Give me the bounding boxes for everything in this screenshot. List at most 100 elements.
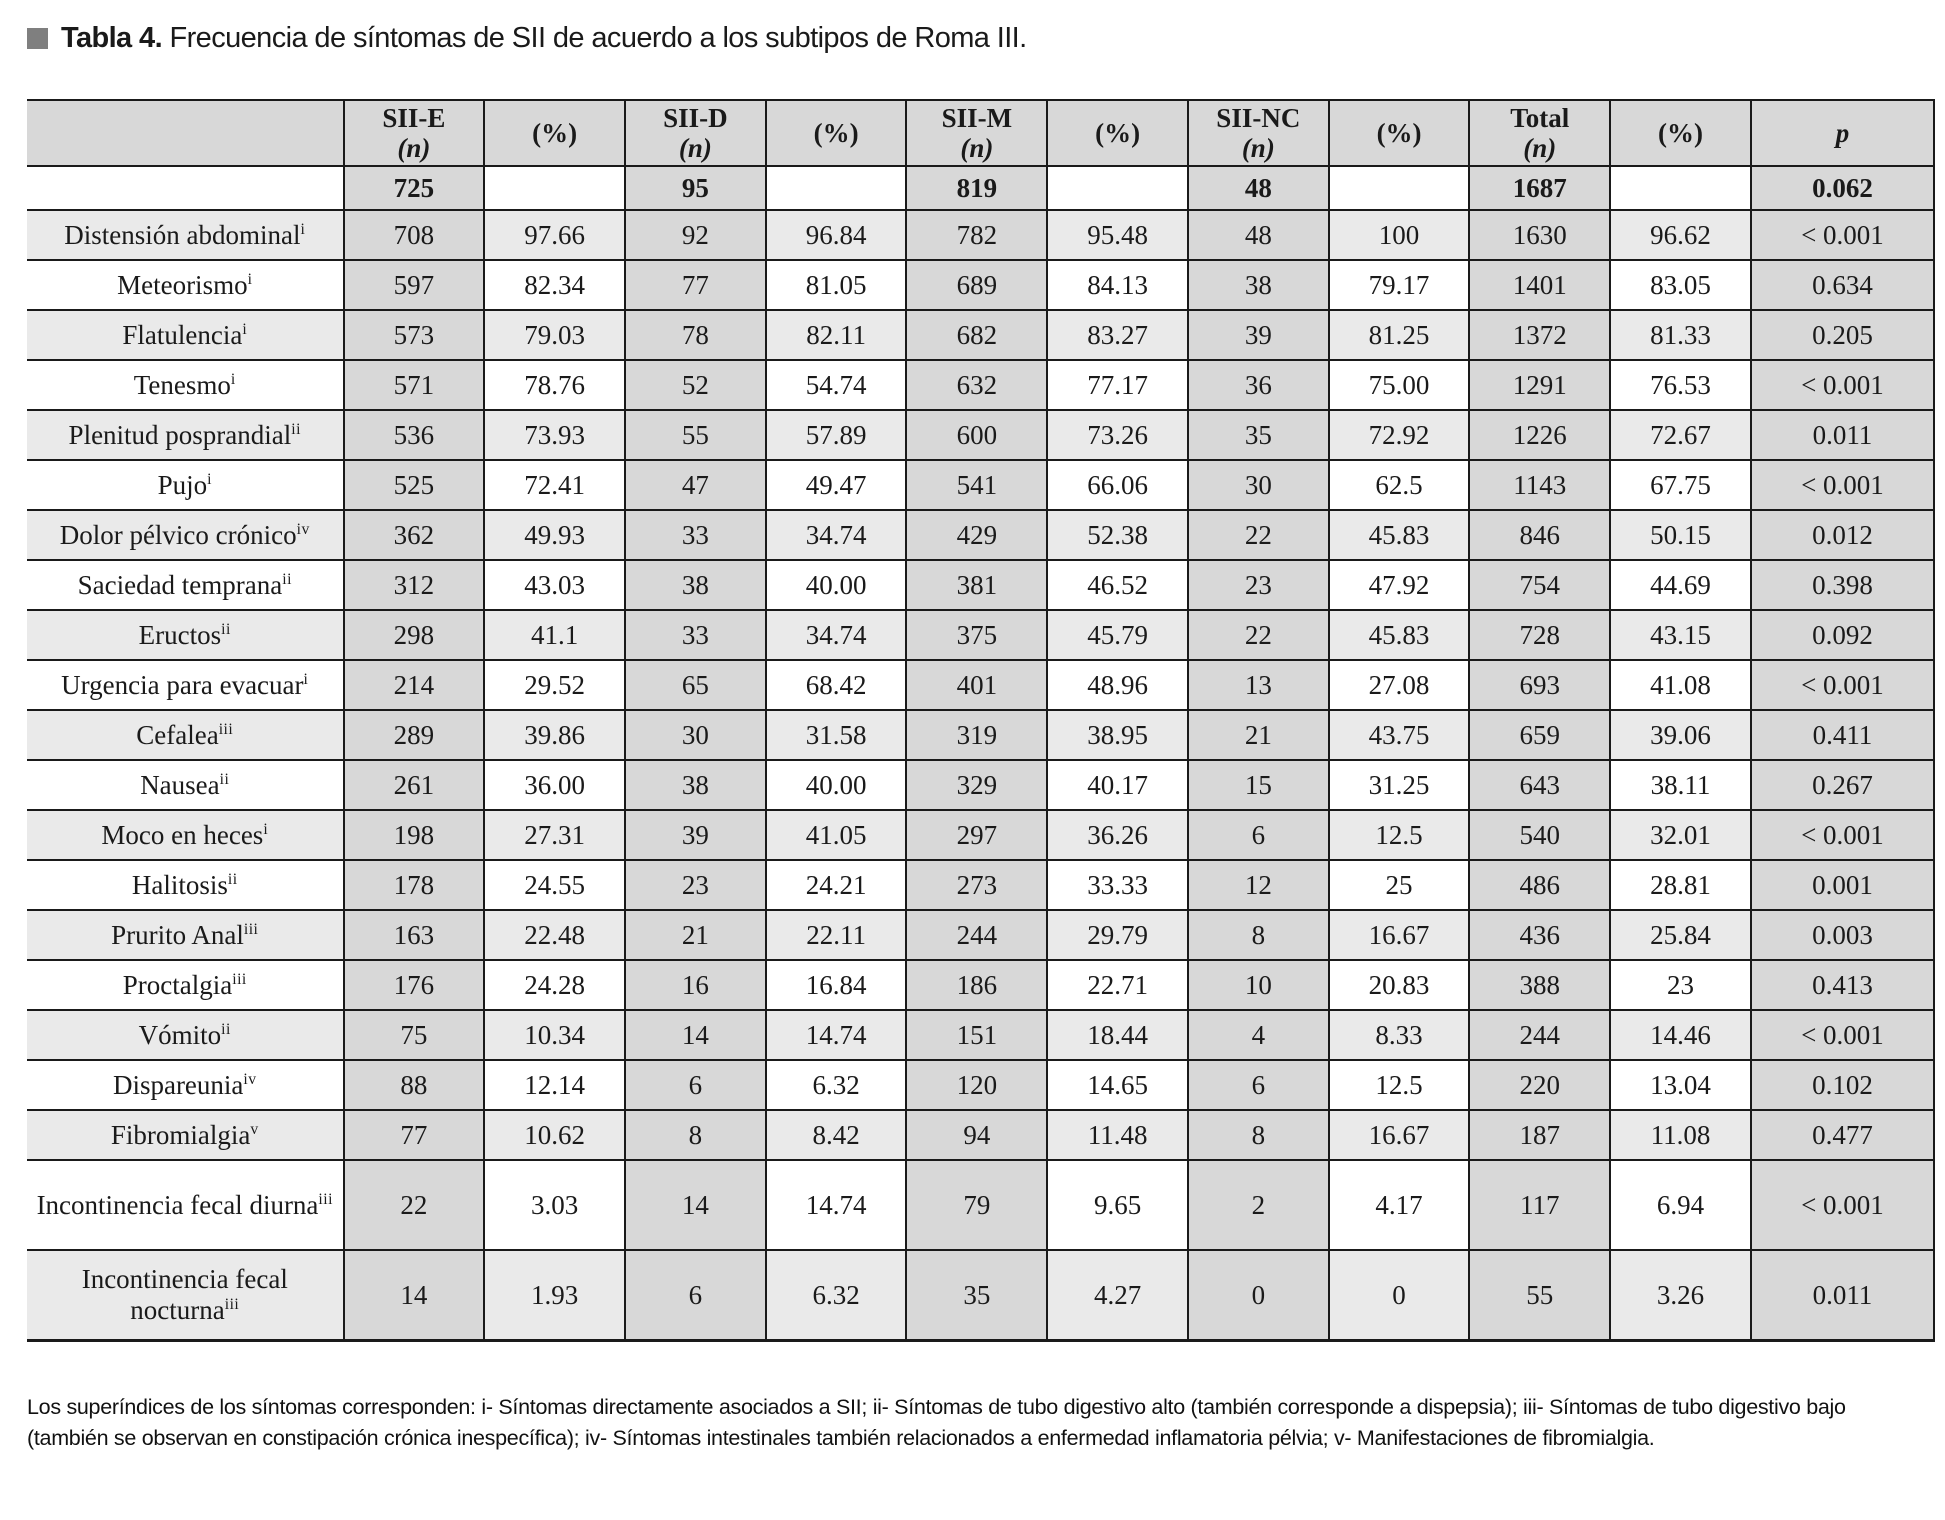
row-label-superscript: ii (219, 770, 230, 788)
value-cell: 151 (905, 1009, 1049, 1062)
value-cell: 16.84 (764, 959, 908, 1012)
value-cell: 9.65 (1046, 1159, 1189, 1252)
column-header-unit: (n) (397, 133, 431, 164)
value-cell: 73.26 (1046, 409, 1189, 462)
sample-size-cell: 1687 (1468, 165, 1612, 212)
value-cell: 77 (624, 259, 767, 312)
value-cell: 1291 (1468, 359, 1612, 412)
value-cell: 0.011 (1749, 409, 1936, 462)
value-cell: 6.32 (764, 1059, 908, 1112)
value-cell: 176 (342, 959, 486, 1012)
value-cell: 38 (624, 559, 767, 612)
value-cell: 375 (905, 609, 1049, 662)
column-header-text: SII-M (n) (912, 103, 1041, 163)
value-cell: 38 (1186, 259, 1330, 312)
column-header-unit: (n) (1523, 133, 1557, 164)
table-row: Nauseaii 261 36.00 38 40.00 329 40.17 15 31.25 64… (27, 759, 1936, 812)
value-cell: 0.092 (1749, 609, 1936, 662)
row-label-text: Eructos (138, 619, 222, 650)
table-row: Fibromialgiav 77 10.62 8 8.42 94 11.48 8 16.67 18… (27, 1109, 1936, 1162)
sample-size-cell: 48 (1186, 165, 1330, 212)
value-cell: 38.11 (1609, 759, 1752, 812)
row-label: Plenitud posprandialii (27, 409, 345, 462)
table-row: Plenitud posprandialii 536 73.93 55 57.89 600… (27, 409, 1936, 462)
sample-size-cell (483, 165, 627, 212)
value-cell: 33.33 (1046, 859, 1189, 912)
value-cell: 47 (624, 459, 767, 512)
value-cell: 22 (1186, 609, 1330, 662)
value-cell: 34.74 (764, 609, 908, 662)
value-cell: 600 (905, 409, 1049, 462)
value-cell: 29.79 (1046, 909, 1189, 962)
value-cell: 846 (1468, 509, 1612, 562)
table-row: Urgencia para evacuari 214 29.52 65 68.42 401… (27, 659, 1936, 712)
value-cell: 14.74 (764, 1159, 908, 1252)
value-cell: 319 (905, 709, 1049, 762)
value-cell: 0.011 (1749, 1249, 1936, 1342)
value-cell: 8 (624, 1109, 767, 1162)
value-cell: 33 (624, 509, 767, 562)
value-cell: 82.34 (483, 259, 627, 312)
row-label: Dolor pélvico crónicoiv (27, 509, 345, 562)
value-cell: 163 (342, 909, 486, 962)
value-cell: 11.48 (1046, 1109, 1189, 1162)
table-title: Tabla 4. Frecuencia de síntomas de SII d… (27, 22, 1935, 55)
value-cell: 6.94 (1609, 1159, 1752, 1252)
page: Tabla 4. Frecuencia de síntomas de SII d… (27, 22, 1936, 1450)
column-header-unit: (n) (1241, 133, 1275, 164)
table-number: Tabla 4. (61, 22, 163, 54)
value-cell: 16 (624, 959, 767, 1012)
value-cell: 11.08 (1609, 1109, 1752, 1162)
table-row: Pujoi 525 72.41 47 49.47 541 66.06 30 62.5 1143 67… (27, 459, 1936, 512)
row-label-superscript: i (303, 670, 309, 688)
row-label-text: Prurito Anal (111, 919, 244, 950)
row-label-text: Proctalgia (122, 969, 233, 1000)
column-header-text: (%) (1616, 118, 1745, 148)
value-cell: 486 (1468, 859, 1612, 912)
row-label: Eructosii (27, 609, 345, 662)
value-cell: 1.93 (483, 1249, 627, 1342)
row-label: Incontinencia fecal nocturnaiii (27, 1249, 345, 1342)
value-cell: 40.17 (1046, 759, 1189, 812)
value-cell: 16.67 (1327, 1109, 1471, 1162)
value-cell: 12.14 (483, 1059, 627, 1112)
value-cell: 1372 (1468, 309, 1612, 362)
value-cell: 643 (1468, 759, 1612, 812)
value-cell: 14 (342, 1249, 486, 1342)
column-header-name: (%) (1658, 118, 1704, 149)
row-label: Incontinencia fecal diurnaiii (27, 1159, 345, 1252)
value-cell: 21 (1186, 709, 1330, 762)
row-label: Tenesmoi (27, 359, 345, 412)
value-cell: 82.11 (764, 309, 908, 362)
value-cell: 12.5 (1327, 809, 1471, 862)
value-cell: 689 (905, 259, 1049, 312)
row-label: Prurito Analiii (27, 909, 345, 962)
value-cell: 8 (1186, 909, 1330, 962)
table-row: Moco en hecesi 198 27.31 39 41.05 297 36.26 6 12… (27, 809, 1936, 862)
value-cell: 79 (905, 1159, 1049, 1252)
value-cell: 31.25 (1327, 759, 1471, 812)
value-cell: 52.38 (1046, 509, 1189, 562)
row-label-text: Pujo (157, 469, 208, 500)
row-label: Moco en hecesi (27, 809, 345, 862)
value-cell: 401 (905, 659, 1049, 712)
row-label-superscript: ii (291, 420, 301, 438)
value-cell: 6 (1186, 1059, 1330, 1112)
value-cell: 62.5 (1327, 459, 1471, 512)
value-cell: 38.95 (1046, 709, 1189, 762)
row-label-text: Saciedad temprana (77, 569, 283, 600)
table-row: Dolor pélvico crónicoiv 362 49.93 33 34.74 42… (27, 509, 1936, 562)
value-cell: 12 (1186, 859, 1330, 912)
value-cell: 289 (342, 709, 486, 762)
row-label-superscript: i (242, 320, 248, 338)
table-row: Incontinencia fecal nocturnaiii 14 1.93 6 6.… (27, 1249, 1936, 1342)
value-cell: 6.32 (764, 1249, 908, 1342)
row-label: Urgencia para evacuari (27, 659, 345, 712)
column-header-name: SII-D (663, 103, 728, 133)
value-cell: 73.93 (483, 409, 627, 462)
column-header-text: (%) (772, 118, 901, 148)
column-header-name: (%) (813, 118, 859, 149)
value-cell: 178 (342, 859, 486, 912)
value-cell: 8.42 (764, 1109, 908, 1162)
row-label-text: Dispareunia (112, 1069, 244, 1100)
